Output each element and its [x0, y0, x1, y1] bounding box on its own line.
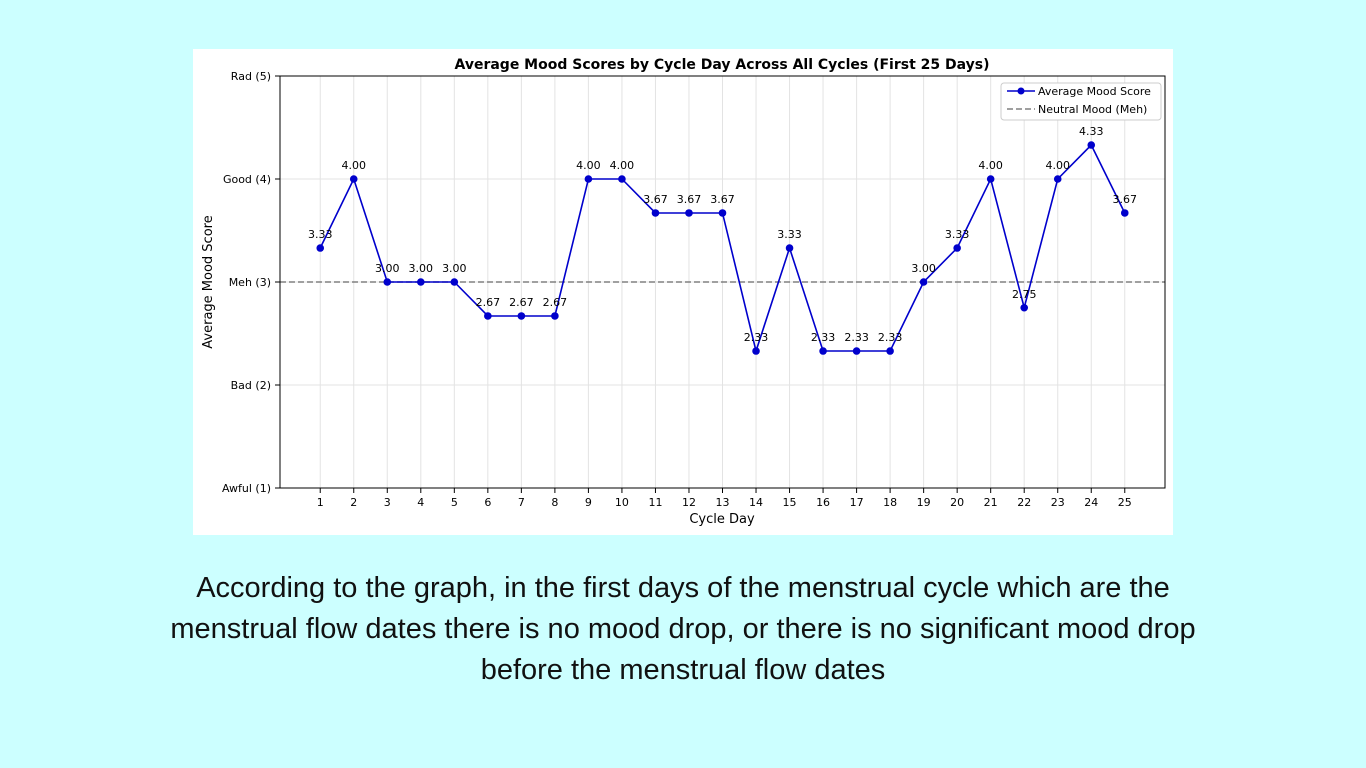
- x-tick-label: 18: [883, 496, 897, 509]
- data-point: [986, 175, 995, 183]
- x-tick-label: 22: [1017, 496, 1031, 509]
- x-tick-label: 9: [585, 496, 592, 509]
- data-label: 2.33: [844, 331, 869, 344]
- x-tick-label: 7: [518, 496, 525, 509]
- data-point: [819, 347, 827, 355]
- data-point: [1120, 209, 1129, 217]
- chart-panel: Awful (1) Bad (2) Meh (3) Good (4) Rad (5) 1…: [193, 49, 1173, 535]
- x-tick-label: 21: [984, 496, 998, 509]
- y-axis-ticks: Awful (1) Bad (2) Meh (3) Good (4) Rad (5): [222, 70, 280, 495]
- data-label: 4.00: [1045, 159, 1070, 172]
- data-point: [651, 209, 660, 217]
- x-tick-label: 1: [317, 496, 324, 509]
- x-tick-label: 23: [1051, 496, 1065, 509]
- x-tick-label: 25: [1118, 496, 1132, 509]
- data-point: [919, 278, 928, 286]
- data-point: [484, 312, 492, 320]
- y-tick-label: Bad (2): [231, 379, 271, 392]
- x-tick-label: 2: [350, 496, 357, 509]
- data-point: [618, 175, 626, 183]
- x-tick-label: 12: [682, 496, 696, 509]
- data-point: [383, 278, 392, 286]
- data-label: 2.33: [878, 331, 903, 344]
- legend-reference-label: Neutral Mood (Meh): [1038, 103, 1147, 116]
- data-point: [349, 175, 358, 183]
- data-label: 4.33: [1079, 125, 1104, 138]
- data-label: 3.67: [710, 193, 735, 206]
- data-label: 3.00: [375, 262, 400, 275]
- x-tick-label: 20: [950, 496, 964, 509]
- data-label: 2.33: [811, 331, 836, 344]
- legend: Average Mood Score Neutral Mood (Meh): [1000, 82, 1162, 121]
- data-point: [953, 244, 961, 252]
- data-label: 3.67: [677, 193, 702, 206]
- data-points: [316, 141, 1129, 355]
- data-point: [517, 312, 526, 320]
- y-tick-label: Good (4): [223, 173, 271, 186]
- x-axis-ticks: 1 2 3 4 5 6 7 8 9 10 11 12 13 14 15 16 17 18 19 20 21 22 23 24 2…: [317, 488, 1132, 509]
- data-point: [752, 347, 760, 355]
- x-tick-label: 5: [451, 496, 458, 509]
- x-tick-label: 10: [615, 496, 629, 509]
- data-label: 4.00: [342, 159, 367, 172]
- data-point: [584, 175, 593, 183]
- y-axis-label: Average Mood Score: [201, 215, 216, 348]
- data-label: 3.33: [777, 228, 802, 241]
- x-tick-label: 17: [850, 496, 864, 509]
- data-label: 2.33: [744, 331, 769, 344]
- data-label: 3.00: [911, 262, 936, 275]
- data-label: 3.67: [1113, 193, 1138, 206]
- data-point: [1087, 141, 1096, 149]
- x-tick-label: 15: [783, 496, 797, 509]
- data-label: 4.00: [610, 159, 635, 172]
- data-label: 3.00: [442, 262, 467, 275]
- data-point: [551, 312, 559, 320]
- data-point: [1053, 175, 1062, 183]
- data-labels: 3.33 4.00 3.00 3.00 3.00 2.67 2.67 2.67 4.00 4.00…: [308, 125, 1137, 344]
- y-tick-label: Rad (5): [231, 70, 271, 83]
- legend-box: [1000, 82, 1162, 121]
- data-point: [316, 244, 325, 252]
- data-label: 2.67: [476, 296, 501, 309]
- mood-line-chart: Awful (1) Bad (2) Meh (3) Good (4) Rad (5) 1…: [201, 57, 1166, 527]
- data-point: [785, 244, 794, 252]
- x-tick-label: 3: [384, 496, 391, 509]
- legend-series-label: Average Mood Score: [1038, 85, 1151, 98]
- data-label: 2.67: [509, 296, 534, 309]
- data-label: 2.67: [543, 296, 568, 309]
- data-label: 4.00: [576, 159, 601, 172]
- data-label: 2.75: [1012, 288, 1037, 301]
- x-axis-label: Cycle Day: [689, 512, 755, 527]
- chart-title: Average Mood Scores by Cycle Day Across …: [454, 57, 989, 73]
- x-tick-label: 13: [716, 496, 730, 509]
- data-point: [852, 347, 861, 355]
- x-tick-label: 19: [917, 496, 931, 509]
- data-point: [718, 209, 727, 217]
- x-tick-label: 16: [816, 496, 830, 509]
- x-tick-label: 8: [551, 496, 558, 509]
- data-label: 3.33: [945, 228, 970, 241]
- x-tick-label: 11: [648, 496, 662, 509]
- data-label: 3.00: [409, 262, 434, 275]
- caption-text: According to the graph, in the first day…: [170, 572, 1196, 686]
- x-tick-label: 4: [417, 496, 424, 509]
- y-tick-label: Awful (1): [222, 482, 271, 495]
- data-point: [886, 347, 894, 355]
- data-label: 4.00: [978, 159, 1003, 172]
- y-tick-label: Meh (3): [229, 276, 271, 289]
- data-label: 3.67: [643, 193, 668, 206]
- data-label: 3.33: [308, 228, 333, 241]
- x-tick-label: 24: [1084, 496, 1098, 509]
- legend-series-marker: [1017, 87, 1025, 95]
- data-point: [1020, 303, 1029, 312]
- data-point: [685, 209, 693, 217]
- x-tick-label: 6: [484, 496, 491, 509]
- data-point: [416, 278, 425, 286]
- x-tick-label: 14: [749, 496, 763, 509]
- data-point: [450, 278, 459, 286]
